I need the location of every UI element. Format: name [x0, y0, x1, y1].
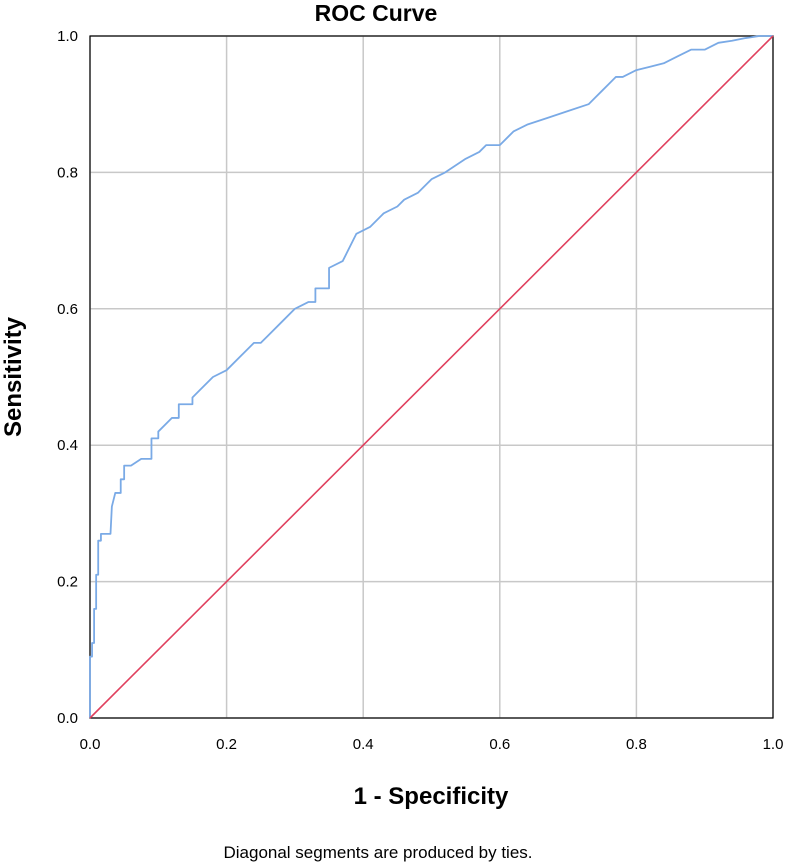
reference-diagonal-line: [89, 35, 774, 719]
x-tick-label: 1.0: [763, 736, 784, 753]
x-tick-label: 0.6: [489, 736, 510, 753]
series-layer: [89, 35, 774, 719]
y-tick-label: 0.2: [57, 574, 78, 591]
plot-frame: [89, 35, 774, 719]
x-tick-label: 0.2: [216, 736, 237, 753]
tick-labels: 0.0 0.2 0.4 0.6 0.8 1.0 0.0 0.2 0.4 0.6 0.8 1.0: [57, 28, 783, 753]
y-tick-label: 0.0: [57, 710, 78, 727]
y-tick-label: 0.6: [57, 301, 78, 318]
x-tick-label: 0.0: [80, 736, 101, 753]
roc-curve-line: [89, 35, 773, 718]
chart-footnote: Diagonal segments are produced by ties.: [223, 843, 532, 862]
y-tick-label: 1.0: [57, 28, 78, 45]
chart-title: ROC Curve: [315, 0, 438, 26]
y-tick-label: 0.8: [57, 164, 78, 181]
y-axis-label: Sensitivity: [0, 316, 27, 437]
x-axis-label: 1 - Specificity: [354, 783, 509, 810]
y-tick-label: 0.4: [57, 437, 78, 454]
x-tick-label: 0.4: [353, 736, 374, 753]
x-tick-label: 0.8: [626, 736, 647, 753]
